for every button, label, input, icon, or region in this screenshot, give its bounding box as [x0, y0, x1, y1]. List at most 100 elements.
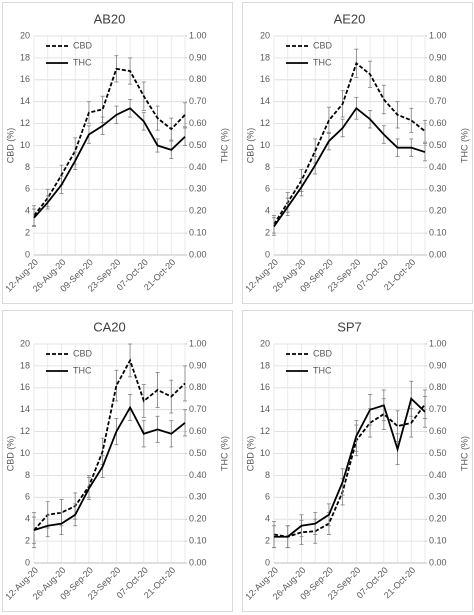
y-tick-label: 12	[20, 426, 30, 436]
chart-panel: SP7 0 2 4 6 8 10 12 14 16 18 20 0.00 0.10 0.20 0.30 0.40…	[242, 310, 473, 612]
y-axis-label: CBD (%)	[5, 128, 15, 164]
chart-panel: AB20 0 2 4 6 8 10 12 14 16 18 20 0.00 0.10 0.20 0.30 0.4…	[2, 2, 233, 304]
y2-tick-label: 0.80	[429, 74, 447, 84]
y2-tick-label: 0.60	[429, 426, 447, 436]
y-tick-label: 6	[265, 492, 270, 502]
y2-tick-label: 0.60	[429, 118, 447, 128]
legend-label: CBD	[73, 40, 93, 50]
series-line	[33, 67, 186, 217]
y2-tick-label: 0.00	[189, 557, 207, 567]
y-tick-label: 14	[260, 96, 270, 106]
chart-title: AE20	[334, 11, 366, 26]
y-tick-label: 0	[25, 249, 30, 259]
y-tick-label: 20	[20, 338, 30, 348]
y2-tick-label: 0.40	[429, 470, 447, 480]
chart-title: AB20	[94, 11, 126, 26]
error-bar	[114, 369, 119, 402]
y2-axis-label: THC (%)	[219, 436, 229, 471]
y2-tick-label: 0.40	[429, 162, 447, 172]
y2-tick-label: 0.30	[429, 492, 447, 502]
y-tick-label: 8	[25, 470, 30, 480]
y-tick-label: 12	[260, 426, 270, 436]
y-tick-label: 0	[265, 249, 270, 259]
y-tick-label: 20	[260, 30, 270, 40]
chart-panel: CA20 0 2 4 6 8 10 12 14 16 18 20 0.00 0.10 0.20 0.30 0.4…	[2, 310, 233, 612]
y-tick-label: 8	[25, 162, 30, 172]
y-tick-label: 16	[20, 74, 30, 84]
error-bar	[409, 107, 414, 133]
y-tick-label: 10	[260, 448, 270, 458]
chart-title: SP7	[337, 319, 362, 334]
y2-axis-label: THC (%)	[459, 128, 469, 163]
legend-label: THC	[313, 57, 332, 67]
y-tick-label: 14	[20, 404, 30, 414]
y-tick-label: 0	[25, 557, 30, 567]
y-tick-label: 4	[265, 206, 270, 216]
y2-tick-label: 0.40	[189, 470, 207, 480]
y2-tick-label: 0.20	[189, 514, 207, 524]
y2-tick-label: 0.10	[189, 535, 207, 545]
y-tick-label: 18	[20, 52, 30, 62]
y2-tick-label: 0.10	[189, 227, 207, 237]
y-tick-label: 18	[20, 360, 30, 370]
y2-tick-label: 0.00	[429, 249, 447, 259]
y2-tick-label: 1.00	[429, 30, 447, 40]
legend-label: CBD	[313, 348, 333, 358]
y-tick-label: 8	[265, 470, 270, 480]
error-bar	[32, 516, 36, 544]
panel-border	[2, 310, 233, 612]
y-tick-label: 2	[25, 535, 30, 545]
y-tick-label: 10	[260, 140, 270, 150]
y2-tick-label: 0.90	[189, 52, 207, 62]
error-bar	[423, 119, 427, 143]
y-tick-label: 4	[25, 514, 30, 524]
y2-tick-label: 0.80	[429, 382, 447, 392]
series-line	[33, 358, 186, 531]
legend-label: CBD	[313, 40, 333, 50]
y-axis-label: CBD (%)	[245, 128, 255, 164]
y2-tick-label: 1.00	[189, 30, 207, 40]
y2-tick-label: 0.70	[429, 404, 447, 414]
y-axis-label: CBD (%)	[5, 436, 15, 472]
y2-tick-label: 0.20	[429, 514, 447, 524]
y2-tick-label: 0.50	[429, 448, 447, 458]
y-tick-label: 6	[25, 184, 30, 194]
y-tick-label: 0	[265, 557, 270, 567]
y2-tick-label: 0.00	[189, 249, 207, 259]
y2-tick-label: 0.40	[189, 162, 207, 172]
y-tick-label: 12	[20, 118, 30, 128]
y-tick-label: 12	[260, 118, 270, 128]
y-tick-label: 18	[260, 52, 270, 62]
series-line	[33, 405, 186, 532]
y-tick-label: 14	[260, 404, 270, 414]
y2-tick-label: 0.80	[189, 382, 207, 392]
y-tick-label: 2	[265, 535, 270, 545]
y2-tick-label: 0.20	[429, 206, 447, 216]
y-tick-label: 4	[265, 514, 270, 524]
chart-panel: AE20 0 2 4 6 8 10 12 14 16 18 20 0.00 0.10 0.20 0.30 0.4…	[242, 2, 473, 304]
y2-tick-label: 0.10	[429, 535, 447, 545]
error-bar	[423, 396, 427, 428]
y2-tick-label: 0.30	[429, 184, 447, 194]
y-tick-label: 8	[265, 162, 270, 172]
y2-tick-label: 0.70	[189, 404, 207, 414]
y2-tick-label: 0.50	[189, 448, 207, 458]
y2-tick-label: 0.90	[429, 52, 447, 62]
y2-tick-label: 1.00	[189, 338, 207, 348]
y-tick-label: 16	[260, 74, 270, 84]
y2-tick-label: 0.50	[429, 140, 447, 150]
panel-border	[242, 310, 473, 612]
panel-border	[242, 2, 473, 304]
legend-label: CBD	[73, 348, 93, 358]
y2-axis-label: THC (%)	[459, 436, 469, 471]
y2-tick-label: 0.70	[189, 96, 207, 106]
y-axis-label: CBD (%)	[245, 436, 255, 472]
y-tick-label: 6	[25, 492, 30, 502]
y-tick-label: 2	[25, 227, 30, 237]
panel-border	[2, 2, 233, 304]
y-tick-label: 16	[20, 382, 30, 392]
chart-title: CA20	[93, 319, 126, 334]
y-tick-label: 6	[265, 184, 270, 194]
y2-tick-label: 0.90	[189, 360, 207, 370]
